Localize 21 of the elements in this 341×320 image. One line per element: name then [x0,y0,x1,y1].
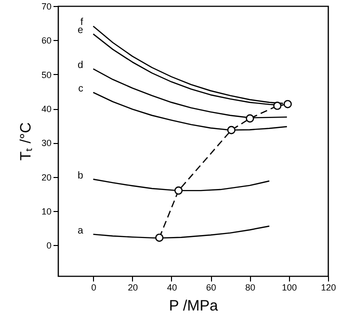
y-tick-label: 10 [41,206,52,217]
series-label: b [78,170,84,182]
x-tick-label: 0 [91,282,96,292]
x-tick-label: 100 [282,282,297,292]
x-tick-label: 80 [245,282,256,292]
series-label: d [78,60,84,71]
x-tick-label: 20 [128,282,138,292]
y-tick-label: 40 [41,104,52,114]
series-label: a [78,225,84,236]
y-axis-title: Tₜ /°C [17,122,34,161]
series-label: c [78,83,84,94]
x-tick-label: 60 [206,282,216,292]
y-tick-label: 60 [41,36,52,46]
y-tick-label: 50 [41,70,52,80]
x-tick-label: 40 [166,282,177,292]
x-axis-title: P /MPa [169,298,219,314]
y-tick-label: 20 [41,172,52,182]
y-tick-label: 70 [41,2,52,12]
y-tick-label: 30 [41,138,52,148]
x-tick-label: 120 [320,282,336,292]
y-tick-label: 0 [46,240,52,251]
